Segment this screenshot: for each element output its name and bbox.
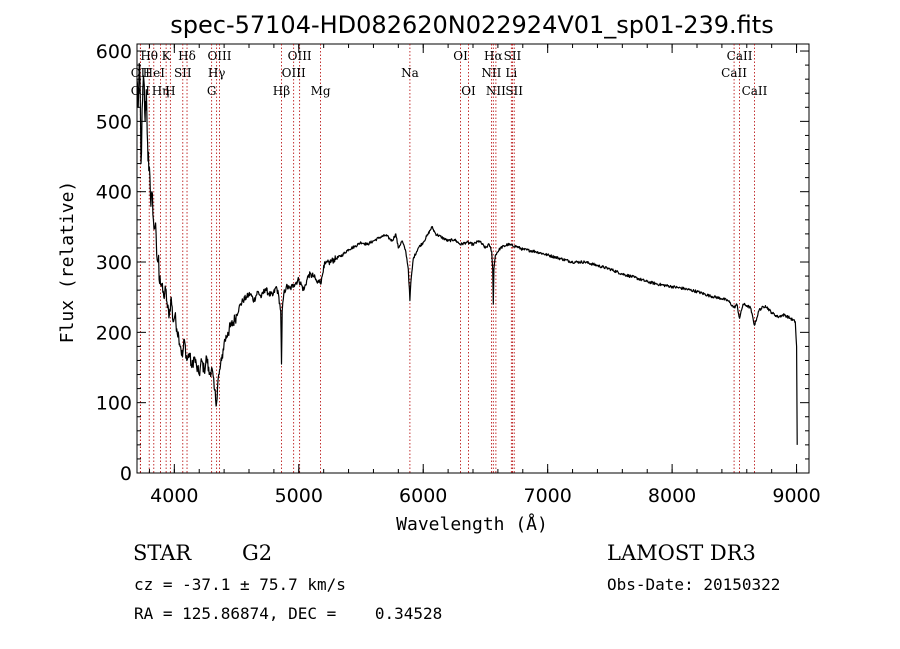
spectral-line-label: CaII	[742, 84, 768, 98]
object-class: STAR	[133, 541, 192, 565]
spectral-line-label: Hθ	[140, 49, 158, 63]
spectral-line-label: K	[162, 49, 172, 63]
y-tick-label: 400	[96, 182, 132, 204]
spectral-line-label: Hδ	[178, 49, 196, 63]
y-tick-label: 0	[120, 463, 132, 485]
x-tick-label: 9000	[772, 485, 820, 507]
spectral-line-label: SII	[505, 84, 523, 98]
object-subclass: G2	[242, 541, 272, 565]
spectral-line-label: OII	[131, 66, 151, 80]
spectral-line-label: NII	[486, 84, 506, 98]
y-tick-label: 100	[96, 393, 132, 415]
y-axis-label: Flux (relative)	[57, 181, 78, 344]
obs-date: Obs-Date: 20150322	[607, 575, 780, 594]
spectral-line-label: Hβ	[273, 84, 290, 98]
redshift-readout: cz = -37.1 ± 75.7 km/s	[134, 575, 346, 594]
spectral-line-label: OI	[453, 49, 468, 63]
x-axis-label: Wavelength (Å)	[396, 513, 548, 535]
x-tick-label: 8000	[648, 485, 696, 507]
spectral-line-label: OI	[461, 84, 476, 98]
spectral-line-label: SII	[504, 49, 522, 63]
spectral-line-label: CaII	[727, 49, 753, 63]
spectral-line-label: Mg	[311, 84, 331, 98]
x-axis-ticks: 4000 5000 6000 7000 8000 9000	[148, 44, 821, 507]
x-tick-label: 5000	[275, 485, 323, 507]
y-axis-ticks: 0 100 200 300 400 500 600	[96, 41, 809, 485]
x-tick-label: 6000	[399, 485, 447, 507]
spectral-line-label: G	[207, 84, 217, 98]
spectral-line-label: Hγ	[208, 66, 226, 80]
spectral-line-label: CaII	[721, 66, 747, 80]
spectrum-series-line	[136, 62, 798, 445]
y-tick-label: 500	[96, 111, 132, 133]
spectral-line-label: OIII	[288, 49, 312, 63]
coordinates-readout: RA = 125.86874, DEC = 0.34528	[134, 604, 442, 623]
plot-frame	[136, 43, 810, 474]
spectral-line-markers	[139, 44, 755, 473]
y-tick-label: 600	[96, 41, 132, 63]
x-tick-label: 7000	[523, 485, 571, 507]
spectral-line-label: SII	[174, 66, 192, 80]
spectral-line-label: Hα	[484, 49, 503, 63]
spectral-line-label: Li	[505, 66, 517, 80]
spectral-line-label: NII	[481, 66, 501, 80]
chart-title: spec-57104-HD082620N022924V01_sp01-239.f…	[170, 11, 773, 39]
x-tick-label: 4000	[150, 485, 198, 507]
survey-name: LAMOST DR3	[607, 541, 756, 565]
spectral-line-label: Na	[401, 66, 419, 80]
y-tick-label: 300	[96, 252, 132, 274]
spectral-line-label: Hη	[152, 84, 170, 98]
y-tick-label: 200	[96, 322, 132, 344]
spectral-line-label: OIII	[282, 66, 306, 80]
spectral-line-labels: OIIOIIHθHeIHηKHSIIHδGHγOIIIHβOIIIOIIIMgN…	[131, 49, 768, 98]
spectral-line-label: H	[165, 84, 175, 98]
spectral-line-label: OIII	[207, 49, 231, 63]
spectral-line-label: HeI	[143, 66, 166, 80]
